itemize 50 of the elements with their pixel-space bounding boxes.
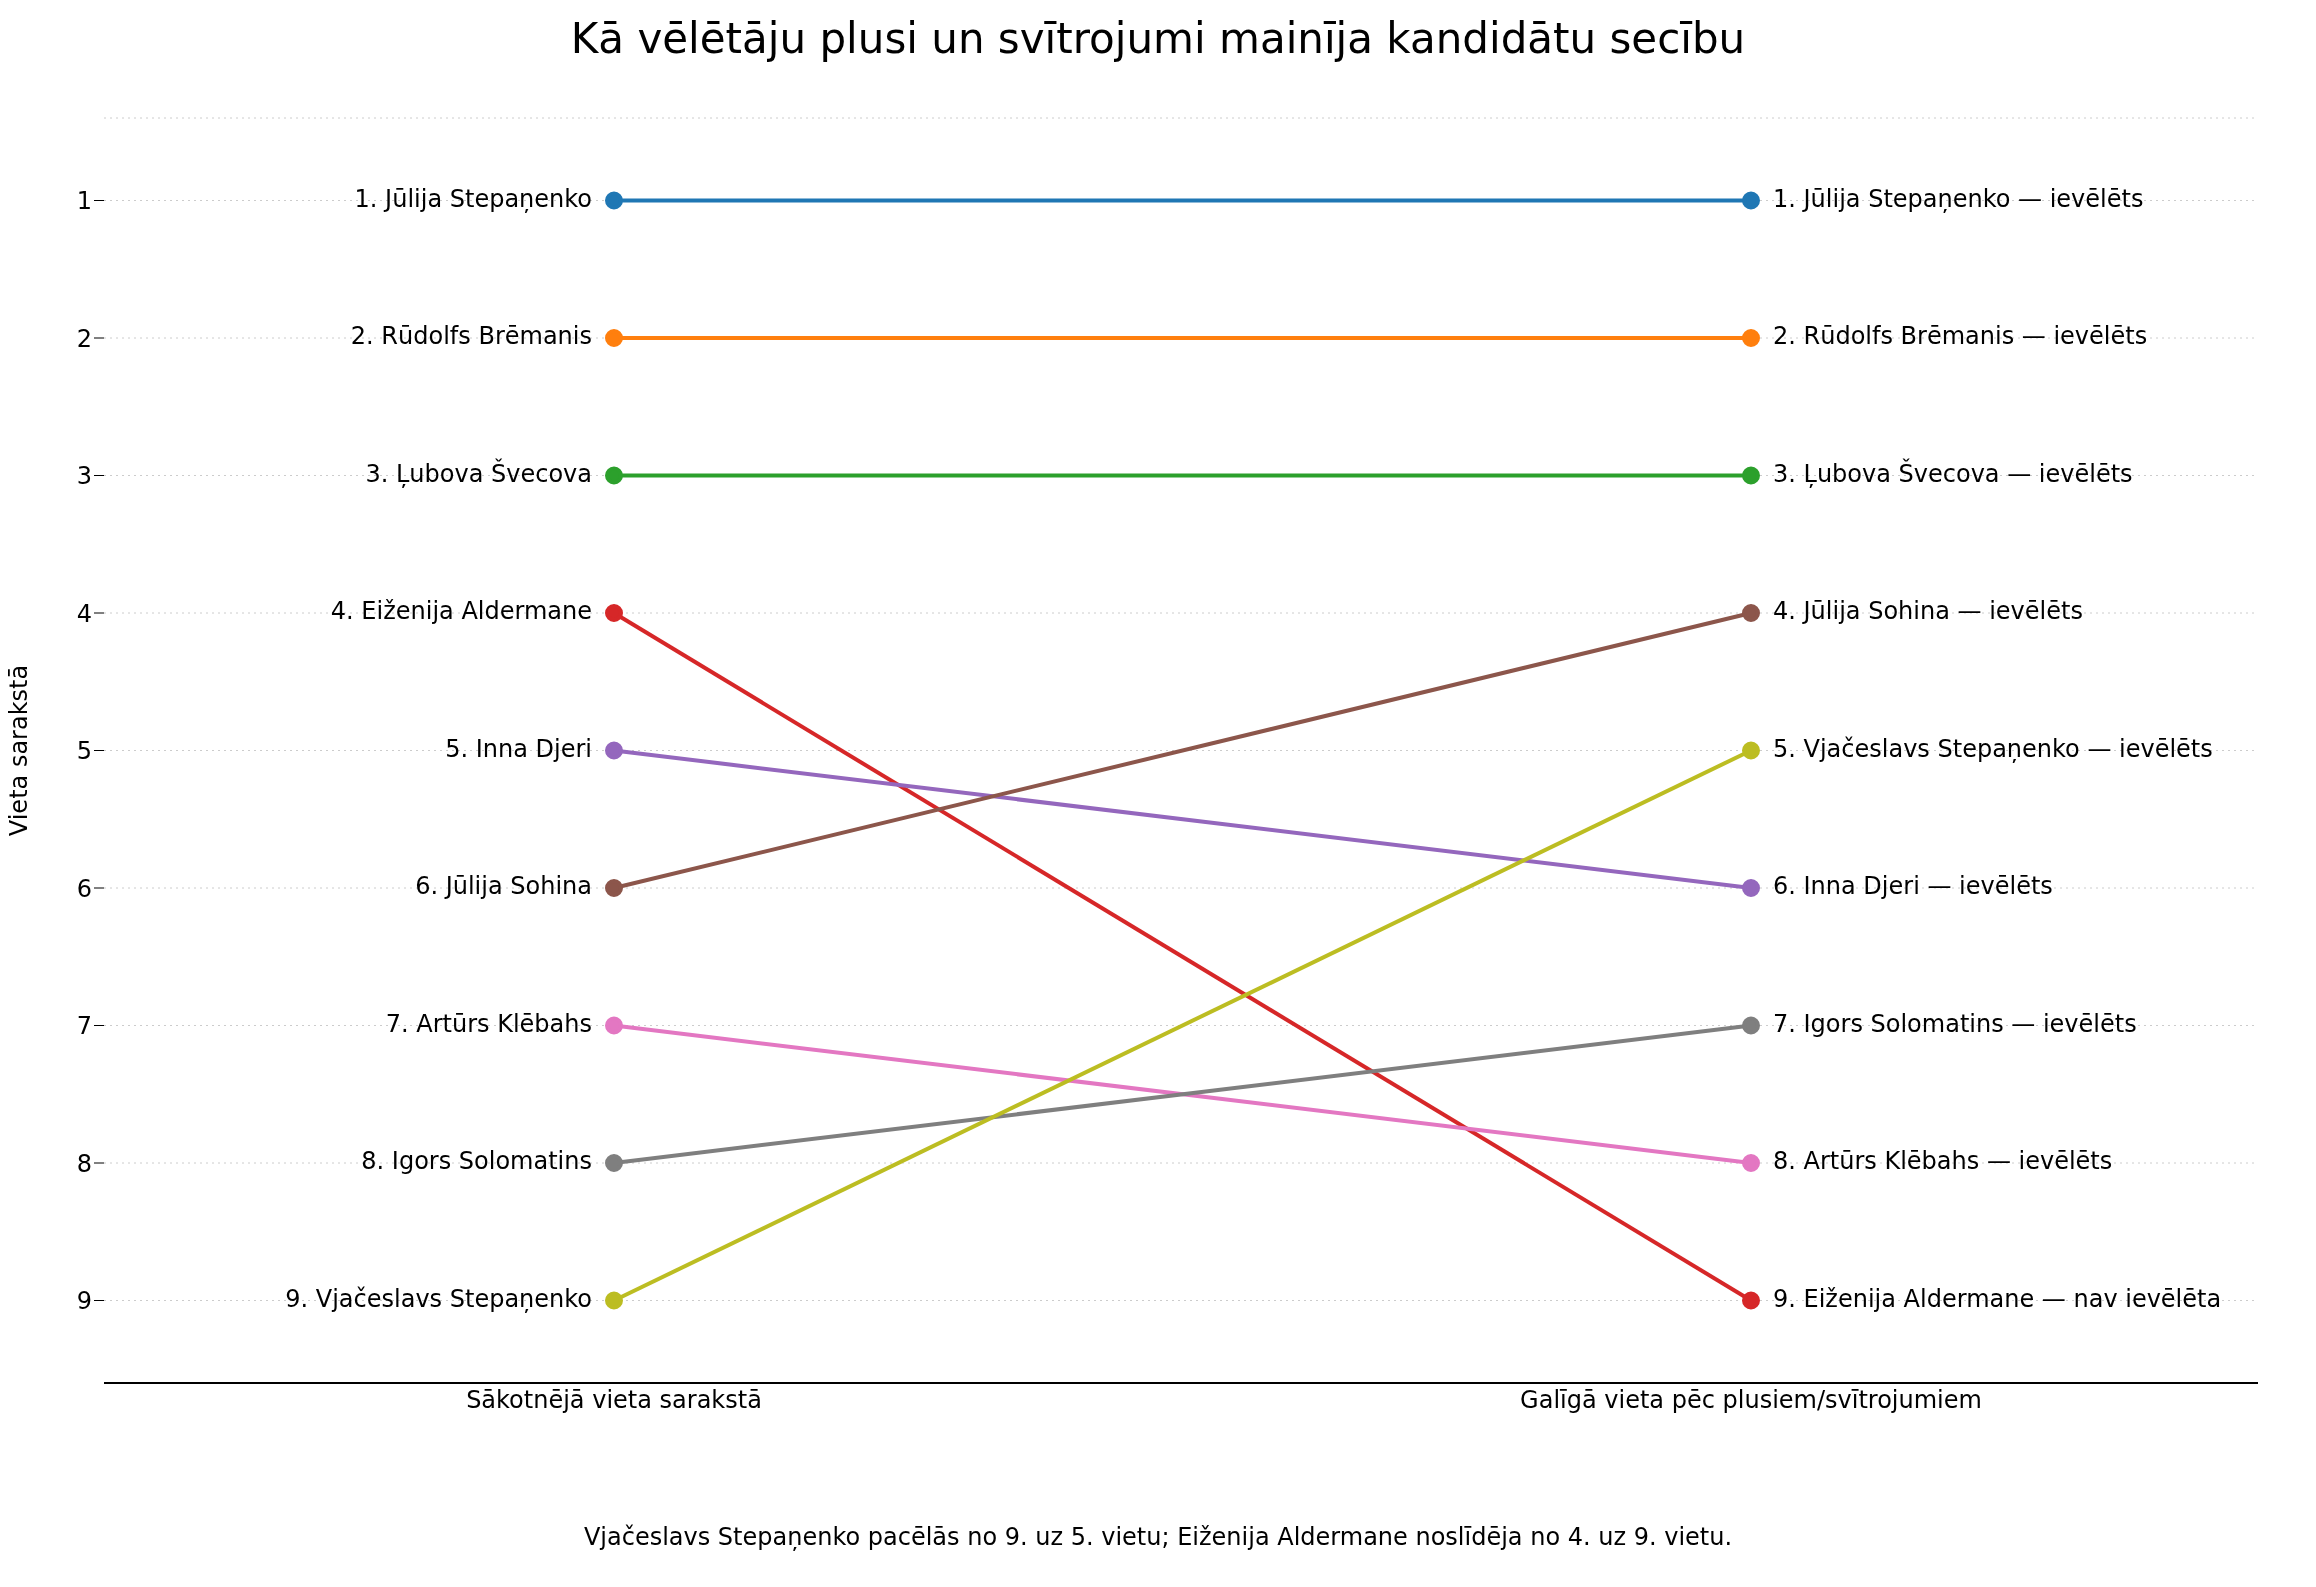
data-label: 3. Ļubova Švecova — ievēlēts [1773,457,2133,488]
point [1742,466,1760,485]
point [605,1154,623,1172]
data-label: 7. Artūrs Klēbahs [385,1009,592,1038]
point [1742,329,1760,347]
chart-title: Kā vēlētāju plusi un svītrojumi mainīja kandidātu secību [569,13,1747,65]
y-tick-label: 7 [76,1012,92,1041]
point [1742,604,1760,622]
y-tick-label: 1 [76,187,92,216]
point [605,741,623,760]
data-label: 5. Vjačeslavs Stepaņenko — ievēlēts [1773,734,2213,763]
point [1742,741,1760,760]
data-label: 6. Jūlija Sohina [415,872,592,900]
point [605,329,623,347]
data-label: 2. Rūdolfs Brēmanis — ievēlēts [1773,322,2148,350]
y-tick-label: 8 [76,1149,92,1178]
y-axis-title: Vieta sarakstā [4,664,33,837]
point [605,191,623,210]
x-tick-label: Galīgā vieta pēc plusiem/svītrojumiem [1520,1386,1982,1415]
data-label: 4. Jūlija Sohina — ievēlēts [1773,597,2083,625]
data-label: 3. Ļubova Švecova [365,457,592,488]
x-tick-label: Sākotnējā vieta sarakstā [466,1386,762,1415]
data-label: 2. Rūdolfs Brēmanis [350,322,592,350]
text: Vjačeslavs Stepaņenko pacēlās no 9. uz 5. vietu; Eiženija Aldermane noslīdēja no 4. uz 9. vietu. [582,1523,1734,1551]
point [605,879,623,897]
y-tick-label: 3 [76,462,92,491]
point [605,466,623,485]
point [1742,1291,1760,1310]
y-tick-label: 9 [76,1287,92,1316]
point [1742,1016,1760,1035]
data-label: 6. Inna Djeri — ievēlēts [1773,872,2053,900]
y-tick-label: 5 [76,737,92,766]
point [1742,879,1760,897]
y-tick-label: 2 [76,324,92,353]
data-label: 9. Eiženija Aldermane — nav ievēlēta [1773,1284,2222,1313]
data-label: 9. Vjačeslavs Stepaņenko [285,1284,592,1313]
point [605,1291,623,1310]
point [605,604,623,622]
data-label: 1. Jūlija Stepaņenko — ievēlēts [1773,184,2144,213]
data-label: 4. Eiženija Aldermane [330,597,592,625]
point [605,1016,623,1035]
data-label: 5. Inna Djeri [445,734,592,763]
data-label: 1. Jūlija Stepaņenko [354,184,592,213]
data-label: 8. Artūrs Klēbahs — ievēlēts [1773,1147,2113,1175]
point [1742,1154,1760,1172]
point [1742,191,1760,210]
data-label: 8. Igors Solomatins [361,1147,592,1175]
data-label: 7. Igors Solomatins — ievēlēts [1773,1009,2137,1038]
y-tick-label: 4 [76,599,92,628]
y-tick-label: 6 [76,874,92,903]
